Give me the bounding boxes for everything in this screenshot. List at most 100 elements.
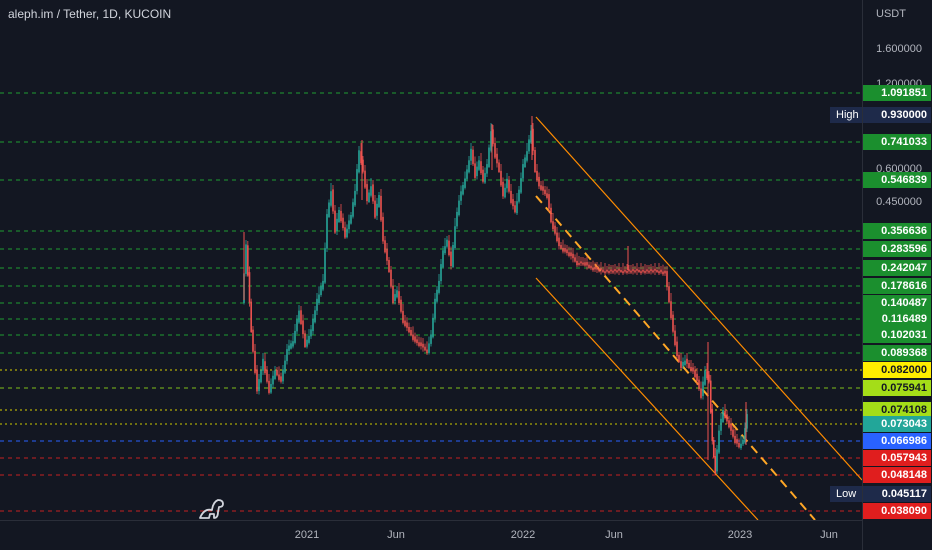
channel-lower-line[interactable] [535, 277, 759, 520]
candle-body [342, 217, 344, 229]
candle-body [394, 294, 396, 302]
candle-body [362, 159, 364, 172]
candle-body [532, 128, 534, 151]
level-price-label: 0.057943 [863, 450, 931, 466]
candle-body [384, 240, 386, 253]
candle-body [258, 379, 260, 392]
candle-body [282, 369, 284, 382]
candle-body [610, 269, 612, 272]
candle-body [482, 169, 484, 182]
candle-body [306, 339, 308, 347]
candle-body [624, 269, 626, 272]
candle-body [332, 189, 334, 212]
high-marker-value: 0.930000 [863, 107, 931, 123]
candle-body [670, 301, 672, 319]
level-price-label: 1.091851 [863, 85, 931, 101]
price-tick: 0.450000 [876, 196, 922, 208]
candle-body [314, 310, 316, 323]
level-price-label: 0.082000 [863, 362, 931, 378]
candle-body [350, 215, 352, 224]
candle-body [414, 336, 416, 342]
candle-body [310, 329, 312, 337]
level-price-label: 0.073043 [863, 416, 931, 432]
candle-body [540, 185, 542, 190]
price-axis-unit: USDT [876, 8, 906, 20]
candle-body [352, 202, 354, 217]
level-price-label: 0.178616 [863, 278, 931, 294]
candle-body [598, 268, 600, 272]
candle-body [316, 298, 318, 311]
candle-body [712, 440, 715, 457]
candle-body [592, 267, 594, 271]
candle-body [512, 199, 514, 207]
candle-body [502, 181, 504, 197]
candle-body [638, 270, 640, 272]
candle-body [270, 383, 272, 393]
candle-body [450, 251, 452, 267]
candle-body [694, 370, 696, 378]
price-chart[interactable] [0, 0, 862, 520]
candle-body [434, 298, 436, 319]
channel-mid-line[interactable] [535, 195, 816, 520]
candle-body [590, 265, 592, 269]
candle-body [746, 414, 748, 429]
candle-body [278, 374, 280, 380]
level-price-label: 0.074108 [863, 402, 931, 418]
candle-body [562, 247, 564, 252]
level-price-label: 0.048148 [863, 467, 931, 483]
candle-body [676, 341, 678, 357]
candle-body [420, 342, 422, 347]
candle-body [586, 262, 588, 266]
candle-body [656, 270, 658, 272]
candle-body [290, 343, 292, 349]
level-price-label: 0.546839 [863, 172, 931, 188]
candle-body [378, 195, 380, 207]
trend-channel [535, 116, 862, 520]
candle-body [622, 271, 624, 274]
candle-body [730, 423, 732, 431]
candle-body [534, 150, 536, 172]
level-price-label: 0.066986 [863, 433, 931, 449]
candle-body [520, 178, 522, 193]
time-label: Jun [387, 529, 405, 541]
candle-body [288, 345, 290, 351]
candle-body [390, 269, 392, 287]
candle-body [528, 139, 530, 152]
candle-body [692, 367, 694, 372]
candle-body [660, 269, 662, 273]
candle-body [698, 379, 700, 390]
candle-body [566, 249, 568, 254]
candle-body [408, 326, 410, 333]
candle-body [468, 160, 470, 173]
candle-body [302, 320, 304, 335]
level-price-label: 0.089368 [863, 345, 931, 361]
candle-body [722, 410, 724, 422]
candle-body [252, 329, 254, 352]
candle-body [704, 370, 706, 385]
candle-body [300, 310, 302, 324]
candle-body [672, 314, 674, 332]
channel-upper-line[interactable] [535, 116, 862, 481]
candle-body [430, 334, 432, 344]
low-marker-value: 0.045117 [863, 486, 931, 502]
candle-body [396, 290, 398, 298]
candle-body [606, 269, 608, 272]
candle-body [522, 164, 524, 179]
low-marker-label: Low [830, 486, 862, 502]
candle-body [247, 245, 249, 276]
candle-body [574, 257, 576, 262]
candle-body [254, 350, 256, 373]
candle-body [666, 271, 668, 288]
candle-body [584, 262, 586, 266]
time-axis[interactable] [0, 520, 862, 550]
time-label: 2023 [727, 529, 753, 541]
candle-body [508, 179, 510, 192]
candle-body [368, 192, 370, 202]
candle-body [266, 369, 268, 382]
candle-body [628, 269, 630, 272]
candle-body [578, 262, 580, 265]
candle-body [650, 269, 652, 272]
candle-body [454, 226, 456, 249]
candle-body [664, 270, 666, 274]
candle-body [274, 370, 276, 379]
